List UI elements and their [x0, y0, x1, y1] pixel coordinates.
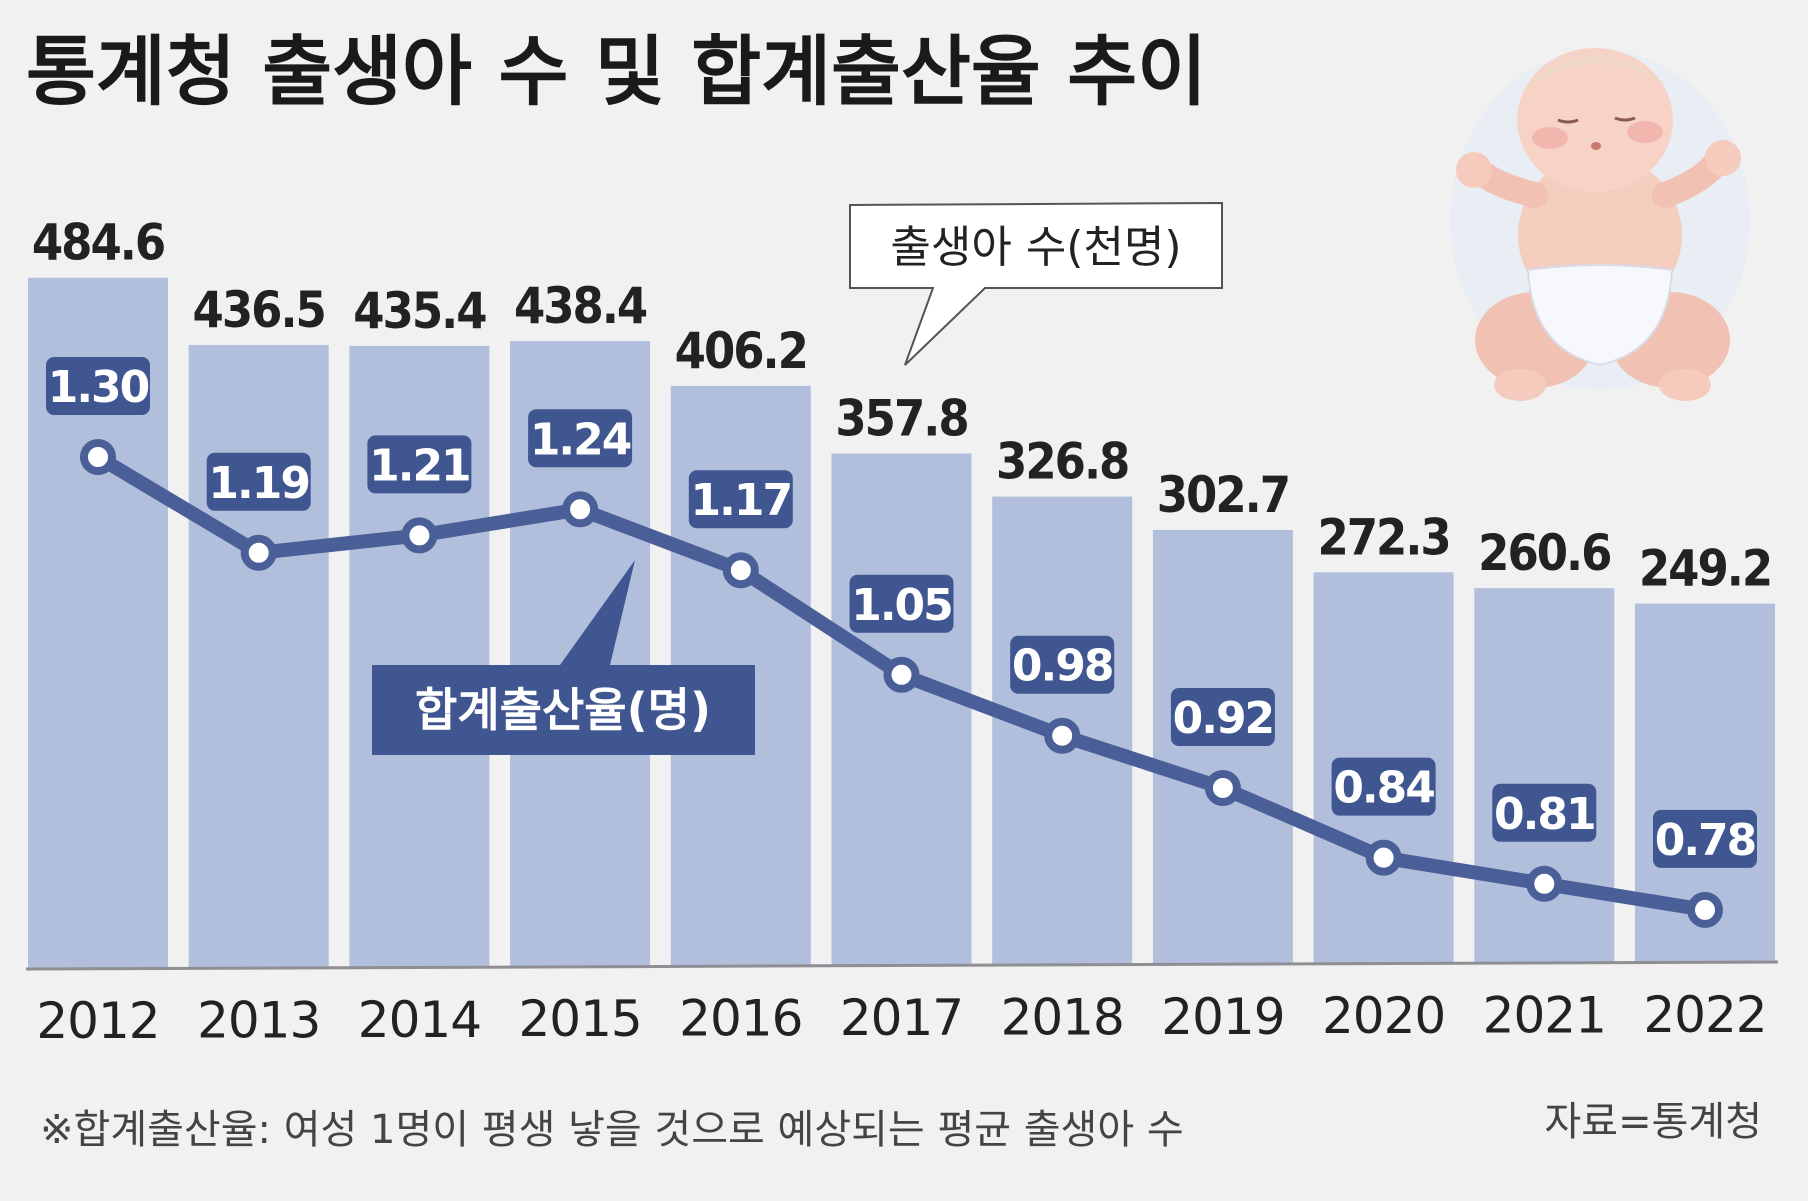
bar-value-label: 435.4 [353, 282, 486, 340]
rate-point-2019 [1204, 769, 1241, 806]
bar-2021 [1474, 588, 1615, 963]
year-label-2018: 2018 [1001, 988, 1124, 1046]
rate-value-label: 1.21 [369, 440, 470, 491]
year-label-2019: 2019 [1161, 988, 1284, 1046]
source: 자료=통계청 [1544, 1099, 1762, 1145]
rate-callout: 합계출산율(명) [372, 560, 755, 755]
bar-value-label: 436.5 [193, 281, 325, 339]
bar-value-label: 438.4 [514, 277, 647, 335]
year-label-2012: 2012 [36, 992, 159, 1050]
rate-point-2015 [562, 491, 599, 528]
year-label-2014: 2014 [358, 991, 481, 1049]
rate-label-box [1492, 783, 1597, 842]
year-label-2022: 2022 [1643, 986, 1766, 1044]
bar-value-label: 484.6 [32, 214, 164, 272]
rate-point-2017 [883, 656, 920, 693]
rate-value-label: 1.30 [48, 362, 149, 413]
x-axis-labels: 2012 2013 2014 2015 2016 2017 2018 2019 2020 2021… [36, 986, 1767, 1050]
year-label-2020: 2020 [1322, 987, 1445, 1045]
bar-value-label: 406.2 [675, 322, 807, 380]
rate-value-labels: 1.30 1.19 1.21 1.24 1.17 1.05 0.98 0.92 0.84 0.81… [46, 357, 1757, 868]
rate-value-label: 1.24 [530, 414, 631, 465]
rate-value-label: 0.84 [1333, 763, 1434, 814]
bar-value-label: 272.3 [1317, 508, 1449, 566]
bar-value-label: 249.2 [1639, 540, 1771, 598]
bar-value-label: 326.8 [996, 433, 1128, 491]
rate-point-2012 [80, 439, 116, 475]
bar-value-label: 260.6 [1478, 524, 1610, 582]
rate-value-label: 1.05 [851, 580, 952, 631]
rate-label-box [1653, 809, 1757, 868]
year-label-2016: 2016 [679, 990, 802, 1048]
rate-label-box [206, 452, 311, 511]
rate-label-box [528, 409, 633, 468]
rate-point-2013 [240, 534, 277, 571]
rate-label-box [1170, 687, 1275, 746]
rate-value-label: 0.92 [1173, 693, 1274, 744]
bar-value-label: 357.8 [835, 390, 967, 448]
rate-point-2016 [722, 552, 759, 589]
births-legend-label: 출생아 수(천명) [890, 222, 1181, 273]
rate-value-label: 0.98 [1012, 641, 1113, 692]
rate-label-box [688, 470, 793, 529]
baby-illustration [1450, 48, 1750, 401]
rate-label-box [1010, 635, 1115, 694]
rate-legend-label: 합계출산율(명) [415, 683, 711, 737]
rate-label-box [1331, 757, 1436, 816]
bar-2017 [831, 453, 972, 965]
rate-point-2022 [1687, 891, 1723, 928]
bar-value-labels: 484.6 436.5 435.4 438.4 406.2 357.8 326.8 302.7… [32, 214, 1773, 598]
rate-point-2018 [1044, 717, 1081, 754]
rate-point-2021 [1526, 865, 1563, 902]
rate-point-2014 [401, 517, 438, 554]
chart-title: 통계청 출생아 수 및 합계출산율 추이 [26, 27, 1207, 116]
bar-2019 [1152, 529, 1293, 964]
rate-label-box [367, 435, 472, 494]
rate-line-layer [80, 439, 1723, 928]
rate-point-2020 [1365, 839, 1402, 876]
bar-value-label: 302.7 [1157, 466, 1289, 524]
rate-value-label: 1.17 [691, 475, 792, 526]
year-label-2013: 2013 [197, 991, 320, 1049]
rate-label-box [849, 574, 954, 633]
rate-value-label: 1.19 [208, 458, 309, 509]
footnote: ※합계출산율: 여성 1명이 평생 낳을 것으로 예상되는 평균 출생아 수 [40, 1107, 1184, 1153]
year-label-2015: 2015 [518, 990, 641, 1048]
year-label-2021: 2021 [1483, 987, 1606, 1045]
x-axis-baseline [25, 960, 1779, 971]
bar-2013 [188, 344, 329, 968]
births-callout: 출생아 수(천명) [849, 201, 1223, 366]
rate-value-label: 0.81 [1494, 789, 1595, 840]
rate-label-box [46, 357, 150, 415]
year-label-2017: 2017 [840, 989, 963, 1047]
rate-value-label: 0.78 [1655, 815, 1756, 866]
